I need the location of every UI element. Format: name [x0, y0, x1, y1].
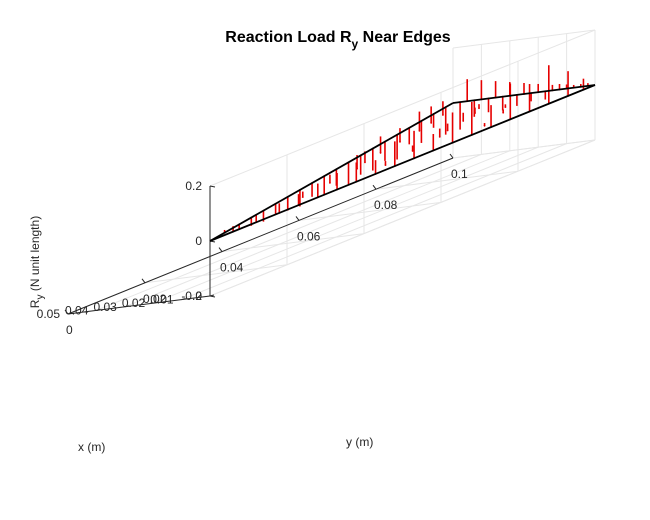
y-tick-mark: [141, 278, 146, 284]
stem-base-point: [462, 120, 465, 122]
floor-grid-y: [375, 170, 519, 190]
z-label-subscript: y: [35, 295, 46, 300]
floor-grid-y: [221, 233, 365, 253]
x-tick-mark: [181, 298, 186, 301]
wall-grid-z: [209, 29, 596, 187]
y-tick-mark: [449, 153, 454, 159]
y-tick-label: 0.06: [297, 229, 321, 243]
axes-box: [64, 153, 454, 315]
x-tick-mark: [67, 312, 73, 315]
stem-base-point: [364, 161, 366, 164]
floor-grid-x: [96, 153, 482, 311]
stem-base-point: [329, 182, 331, 184]
triangle-edge: [209, 102, 454, 242]
z-tick-label: 0.2: [185, 179, 202, 193]
stem-base-point: [504, 106, 507, 108]
x-tick-label: 0.05: [37, 307, 61, 321]
wall-grid-z: [209, 139, 596, 297]
stem-base-point: [478, 107, 480, 110]
triangle-edge: [209, 84, 596, 242]
triangle-edge: [452, 84, 596, 104]
stem-base-point: [438, 135, 441, 138]
z-tick-mark: [209, 185, 216, 188]
x-tick-label: 0.03: [93, 300, 117, 314]
x-tick-label: 0.02: [122, 296, 146, 310]
z-label-main: R: [28, 299, 42, 308]
stem-base-point: [442, 114, 444, 116]
stem-base-point: [301, 196, 304, 198]
stem-base-point: [483, 124, 486, 127]
title-rest: Near Edges: [358, 29, 451, 46]
y-axis-label: y (m): [346, 435, 373, 449]
y-tick-label: 0.02: [143, 292, 167, 306]
stem-series: [223, 65, 589, 234]
x-tick-label: 0.01: [150, 293, 174, 307]
title-subscript: y: [352, 37, 359, 51]
y-tick-label: 0.1: [451, 167, 468, 181]
x-tick-mark: [96, 308, 101, 311]
floor-grid-y: [298, 201, 442, 221]
stem-base-point: [379, 152, 382, 154]
wall-grid-z2: [452, 139, 596, 159]
y-tick-label: 0.08: [374, 198, 398, 212]
x-axis-label: x (m): [78, 440, 105, 454]
triangle-edges: [209, 84, 596, 242]
floor-grid-x: [181, 143, 567, 301]
stem-base-point: [446, 129, 449, 132]
floor-grid-x: [124, 150, 510, 308]
z-axis-label: Ry (N unit length): [28, 216, 46, 308]
z-tick-mark: [209, 295, 216, 298]
tick-labels: 00.010.020.030.040.0500.020.040.060.080.…: [37, 167, 468, 337]
stem-base-point: [399, 140, 401, 143]
y-tick-mark: [64, 309, 69, 315]
floor-grid-y: [144, 264, 288, 284]
y-axis-line: [67, 157, 454, 315]
stem-base-point: [356, 167, 358, 170]
y-tick-mark: [372, 184, 377, 190]
z-tick-label: 0: [195, 234, 202, 248]
y-tick-mark: [218, 247, 223, 252]
y-tick-label: 0.04: [220, 261, 244, 275]
stem-base-point: [384, 164, 387, 167]
z-label-rest: (N unit length): [28, 216, 42, 295]
title-main: Reaction Load R: [225, 29, 352, 46]
x-tick-mark: [153, 301, 158, 304]
x-tick-mark: [124, 305, 129, 308]
y-tick-label: 0: [66, 323, 73, 337]
stem-base-point: [411, 150, 414, 152]
z-tick-label: -0.2: [181, 289, 202, 303]
wall-grid-z2: [452, 29, 596, 49]
x-axis-line: [67, 295, 211, 315]
floor-grid-x: [153, 146, 539, 304]
x-tick-label: 0.04: [65, 303, 89, 317]
stem-base-point: [474, 112, 476, 114]
y-tick-mark: [295, 216, 300, 221]
stem-base-point: [502, 111, 505, 114]
x-tick-label: 0: [195, 289, 202, 303]
stem-base-point: [430, 122, 433, 124]
stem-base-point: [418, 129, 421, 132]
chart-title: Reaction Load Ry Near Edges: [225, 29, 451, 51]
